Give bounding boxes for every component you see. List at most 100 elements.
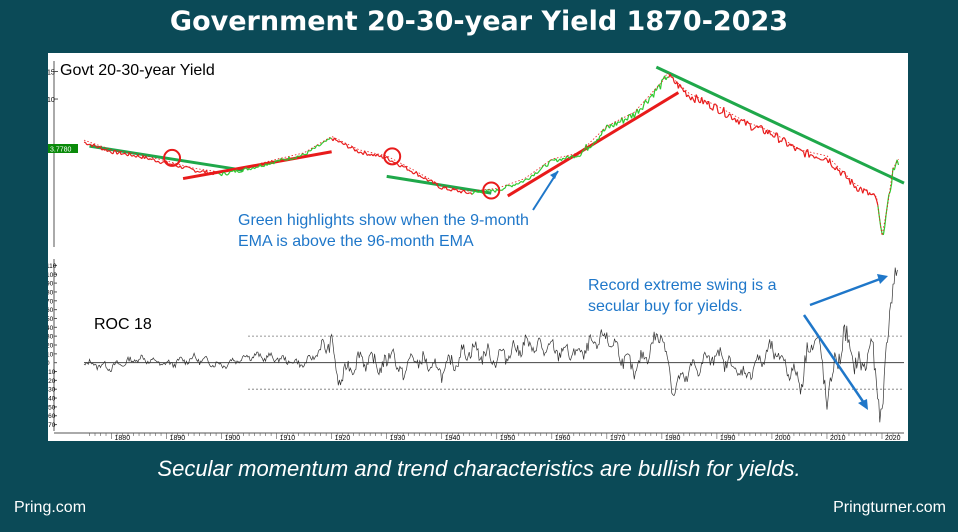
roc-arrow-down <box>802 314 866 404</box>
yield-line-segment <box>753 126 756 129</box>
yield-line-segment <box>815 156 818 159</box>
yield-line-segment <box>548 159 551 163</box>
yield-line-segment <box>133 154 136 157</box>
yield-line-segment <box>302 153 305 156</box>
yield-line-segment <box>227 171 231 175</box>
yield-line-segment <box>386 156 389 159</box>
yield-line-segment <box>222 171 225 174</box>
yield-line-segment <box>191 168 193 170</box>
roc-tick-label: 60 <box>48 307 54 314</box>
yield-line-segment <box>96 146 99 149</box>
yield-line-segment <box>716 106 719 114</box>
yield-line-segment <box>464 191 467 194</box>
yield-line-segment <box>236 169 239 173</box>
yield-line-segment <box>346 144 349 149</box>
yield-line-segment <box>347 147 350 149</box>
roc-tick-label: 90 <box>48 281 54 288</box>
yield-line-segment <box>376 153 379 157</box>
page-title: Government 20-30-year Yield 1870-2023 <box>169 6 789 37</box>
footer-left-site: Pring.com <box>14 499 87 516</box>
yield-line-segment <box>642 103 645 110</box>
yield-line-segment <box>566 155 569 158</box>
yield-line-segment <box>522 180 525 183</box>
yield-line-segment <box>324 140 327 143</box>
yield-line-segment <box>338 140 341 143</box>
yield-line-segment <box>207 172 210 175</box>
highlight-circle <box>163 148 182 167</box>
yield-line-segment <box>597 135 601 141</box>
yield-line-segment <box>504 184 507 189</box>
yield-line-segment <box>492 189 495 192</box>
yield-line-segment <box>836 166 839 171</box>
yield-line-segment <box>810 153 813 156</box>
yield-line-segment <box>358 151 361 154</box>
yield-line-segment <box>804 150 807 158</box>
yield-line-segment <box>519 180 522 183</box>
roc-tick-label: -50 <box>48 404 56 411</box>
yield-line-segment <box>526 178 529 181</box>
yield-line-segment <box>322 140 326 143</box>
yield-line-segment <box>257 166 259 168</box>
yield-line-segment <box>182 166 185 169</box>
yield-line-segment <box>259 164 262 167</box>
yield-line-segment <box>761 126 765 134</box>
roc-tick-label: 100 <box>48 272 57 279</box>
yield-line-segment <box>151 158 154 161</box>
yield-line-segment <box>401 164 404 168</box>
yield-line-segment <box>251 166 254 170</box>
yield-line-segment <box>617 121 620 124</box>
yield-line-segment <box>200 170 203 173</box>
yield-line-segment <box>659 79 663 90</box>
yield-line-segment <box>340 141 344 145</box>
yield-line-segment <box>618 121 621 124</box>
yield-line-segment <box>408 169 411 172</box>
yield-line-segment <box>511 184 514 188</box>
yield-line-segment <box>273 160 276 165</box>
yield-line-segment <box>514 183 517 186</box>
yield-line-segment <box>606 124 609 127</box>
roc-tick-label: 20 <box>48 343 54 350</box>
yield-line-segment <box>691 96 695 101</box>
yield-line-segment <box>351 146 355 149</box>
yield-line-segment <box>523 178 527 181</box>
yield-line-segment <box>889 183 893 192</box>
yield-line-segment <box>274 160 277 162</box>
yield-line-segment <box>427 179 430 182</box>
yield-line-segment <box>485 189 488 193</box>
yield-line-segment <box>107 150 110 153</box>
yield-line-segment <box>131 154 134 157</box>
yield-line-segment <box>829 158 832 166</box>
yield-line-segment <box>680 86 683 89</box>
yield-line-segment <box>583 148 586 151</box>
yield-line-segment <box>208 171 211 174</box>
yield-line-segment <box>410 170 414 174</box>
yield-line-segment <box>387 158 390 162</box>
yield-tick-label: 15 <box>48 69 55 76</box>
yield-line-segment <box>472 190 476 194</box>
yield-line-segment <box>243 167 246 170</box>
yield-line-segment <box>109 150 112 154</box>
yield-line-segment <box>544 164 547 167</box>
yield-line-segment <box>355 149 359 153</box>
yield-line-segment <box>475 190 478 193</box>
yield-line-segment <box>684 90 688 98</box>
yield-line-segment <box>188 166 191 169</box>
yield-line-segment <box>653 88 656 98</box>
yield-line-segment <box>486 189 489 191</box>
yield-line-segment <box>540 167 543 170</box>
yield-line-segment <box>708 101 711 109</box>
roc-tick-label: 40 <box>48 325 54 332</box>
yield-line-segment <box>893 164 897 171</box>
yield-line-segment <box>217 171 220 174</box>
yield-line-segment <box>460 190 463 194</box>
yield-line-segment <box>160 161 163 164</box>
yield-line-segment <box>832 166 835 169</box>
x-tick-label: 1920 <box>335 435 351 441</box>
yield-line-segment <box>577 155 580 158</box>
yield-line-segment <box>855 186 858 192</box>
yield-line-segment <box>226 173 229 176</box>
yield-line-segment <box>538 168 542 172</box>
yield-line-segment <box>397 164 400 167</box>
yield-line-segment <box>291 158 294 160</box>
yield-line-segment <box>426 179 429 182</box>
